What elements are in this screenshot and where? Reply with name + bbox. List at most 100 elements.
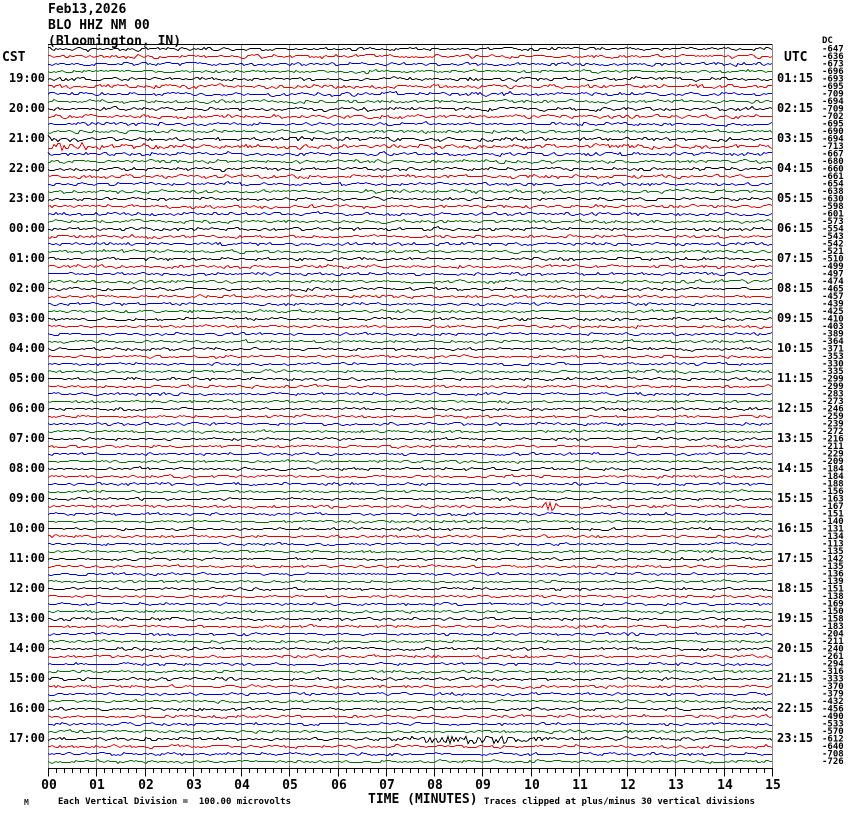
seismo-trace-row — [47, 428, 772, 435]
seismo-trace-row — [47, 511, 772, 517]
dc-offset-value: -353 — [822, 352, 844, 362]
seismo-trace-row — [48, 743, 773, 750]
seismo-trace-row — [47, 571, 772, 577]
dc-offset-value: -209 — [822, 457, 844, 467]
dc-offset-value: -131 — [822, 525, 844, 535]
seismo-trace-row — [48, 141, 773, 153]
dc-offset-value: -389 — [822, 330, 844, 340]
seismo-trace-row — [47, 233, 773, 240]
dc-offset-value: -333 — [822, 675, 844, 685]
seismo-trace-row — [48, 278, 772, 285]
dc-offset-value: -330 — [822, 360, 844, 370]
seismo-trace-row — [48, 308, 773, 314]
seismo-trace-row — [48, 414, 773, 420]
seismo-trace-row — [48, 616, 773, 622]
seismo-trace-row — [47, 166, 773, 172]
dc-offset-value: -521 — [822, 247, 844, 257]
seismo-trace-row — [47, 465, 773, 472]
dc-offset-value: -660 — [822, 165, 844, 175]
dc-offset-value: -474 — [822, 277, 844, 287]
dc-offset-value: -211 — [822, 637, 844, 647]
dc-offset-value: -432 — [822, 697, 844, 707]
seismo-trace-row — [47, 751, 772, 757]
seismo-trace-row — [48, 526, 773, 532]
dc-offset-value: -570 — [822, 727, 844, 737]
seismo-trace-row — [48, 586, 772, 592]
seismo-trace-row — [48, 301, 772, 307]
seismo-trace-row — [48, 376, 773, 382]
dc-offset-value: -601 — [822, 210, 844, 220]
dc-offset-value: -151 — [822, 510, 844, 520]
dc-offset-value: -163 — [822, 495, 844, 505]
seismo-trace-row — [47, 105, 773, 113]
dc-offset-value: -150 — [822, 607, 844, 617]
dc-offset-value: -204 — [822, 630, 844, 640]
dc-offset-value: -371 — [822, 345, 844, 355]
seismo-trace-row — [47, 195, 773, 202]
dc-offset-value: -135 — [822, 547, 844, 557]
dc-offset-value: -439 — [822, 300, 844, 310]
seismo-trace-row — [48, 706, 772, 712]
dc-offset-value: -702 — [822, 112, 844, 122]
dc-offset-value: -184 — [822, 465, 844, 475]
seismo-trace-row — [48, 46, 773, 53]
dc-offset-value: -156 — [822, 487, 844, 497]
dc-offset-value: -135 — [822, 562, 844, 572]
dc-offset-value: -543 — [822, 232, 844, 242]
dc-offset-value: -136 — [822, 570, 844, 580]
dc-offset-value: -283 — [822, 390, 844, 400]
seismo-trace-row — [47, 331, 773, 337]
dc-offset-value: -188 — [822, 480, 844, 490]
seismo-trace-row — [47, 631, 772, 637]
seismo-trace-row — [48, 286, 772, 293]
dc-offset-value: -497 — [822, 270, 844, 280]
seismo-trace-row — [47, 75, 772, 83]
dc-offset-value: -713 — [822, 142, 844, 152]
vertical-scale-note: Each Vertical Division = 100.00 microvol… — [58, 797, 291, 807]
seismo-trace-row — [47, 398, 773, 405]
seismo-trace-row — [48, 451, 773, 457]
seismo-trace-row — [48, 323, 773, 330]
dc-offset-value: -370 — [822, 682, 844, 692]
dc-offset-value: -696 — [822, 67, 844, 77]
seismo-trace-row — [47, 734, 773, 746]
cst-axis-header: CST — [2, 50, 26, 65]
seismo-trace-row — [48, 82, 772, 90]
dc-offset-value: -211 — [822, 442, 844, 452]
seismo-trace-row — [47, 473, 773, 480]
seismo-trace-row — [47, 210, 773, 217]
dc-offset-value: -216 — [822, 435, 844, 445]
seismo-trace-row — [47, 661, 773, 667]
dc-offset-value: -410 — [822, 315, 844, 325]
dc-offset-value: -457 — [822, 292, 844, 302]
title-location: (Bloomington, IN) — [48, 34, 182, 49]
seismo-trace-row — [47, 676, 772, 682]
dc-offset-value: -299 — [822, 382, 844, 392]
seismo-trace-row — [48, 609, 772, 615]
dc-offset-value: -680 — [822, 157, 844, 167]
seismo-trace-row — [47, 135, 772, 143]
seismo-trace-row — [47, 203, 773, 210]
dc-offset-value: -640 — [822, 742, 844, 752]
seismo-trace-row — [48, 444, 772, 450]
dc-offset-value: -169 — [822, 600, 844, 610]
seismo-trace-row — [48, 436, 772, 442]
seismo-trace-row — [47, 406, 773, 412]
dc-offset-value: -425 — [822, 307, 844, 317]
seismo-trace-row — [48, 533, 773, 539]
dc-offset-value: -299 — [822, 375, 844, 385]
seismo-trace-row — [48, 225, 772, 232]
dc-offset-value: -465 — [822, 285, 844, 295]
seismo-trace-row — [47, 263, 773, 270]
seismo-trace-row — [47, 98, 772, 105]
seismo-trace-row — [48, 316, 773, 322]
seismo-trace-row — [47, 758, 772, 765]
seismo-trace-row — [47, 601, 773, 607]
seismo-trace-row — [47, 646, 773, 652]
dc-offset-value: -573 — [822, 217, 844, 227]
seismo-trace-row — [47, 713, 773, 720]
seismo-trace-row — [48, 721, 772, 727]
title-date: Feb13,2026 — [48, 2, 127, 17]
dc-offset-value: -151 — [822, 585, 844, 595]
